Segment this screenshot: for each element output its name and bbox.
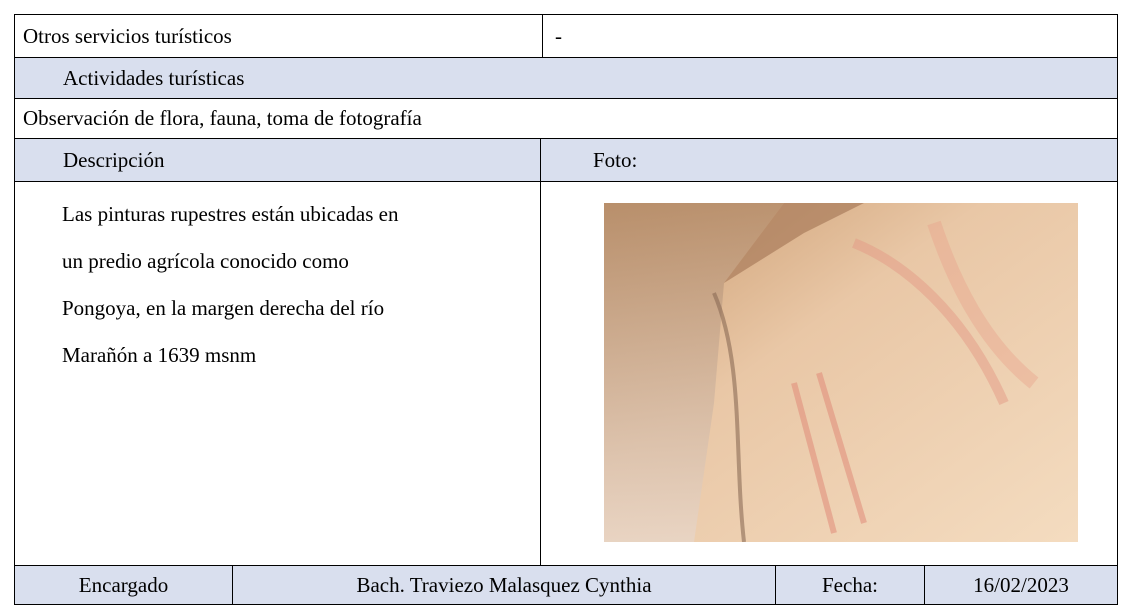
section-header: Descripción	[14, 138, 541, 182]
label: Descripción	[63, 147, 165, 172]
photo-cell	[540, 181, 1118, 566]
label: Fecha:	[822, 572, 878, 597]
cell: Otros servicios turísticos	[14, 14, 543, 58]
value: 16/02/2023	[973, 572, 1069, 597]
section-header: Foto:	[540, 138, 1118, 182]
value: Observación de flora, fauna, toma de fot…	[23, 106, 422, 130]
description-line: un predio agrícola conocido como	[62, 249, 349, 273]
label: Otros servicios turísticos	[23, 23, 232, 48]
value: -	[555, 23, 562, 48]
description-line: Marañón a 1639 msnm	[62, 343, 257, 367]
label: Actividades turísticas	[63, 65, 245, 90]
description-cell: Las pinturas rupestres están ubicadas en…	[14, 181, 541, 566]
cell: 16/02/2023	[924, 565, 1118, 605]
cell: -	[542, 14, 1118, 58]
cell: Observación de flora, fauna, toma de fot…	[14, 98, 1118, 139]
cell: Fecha:	[775, 565, 925, 605]
cell: Encargado	[14, 565, 233, 605]
description-line: Pongoya, en la margen derecha del río	[62, 296, 385, 320]
label: Foto:	[593, 147, 638, 172]
section-header: Actividades turísticas	[14, 57, 1118, 99]
value: Bach. Traviezo Malasquez Cynthia	[356, 572, 652, 597]
cell: Bach. Traviezo Malasquez Cynthia	[232, 565, 776, 605]
photo	[604, 203, 1078, 542]
description-line: Las pinturas rupestres están ubicadas en	[62, 202, 399, 226]
label: Encargado	[78, 572, 169, 597]
